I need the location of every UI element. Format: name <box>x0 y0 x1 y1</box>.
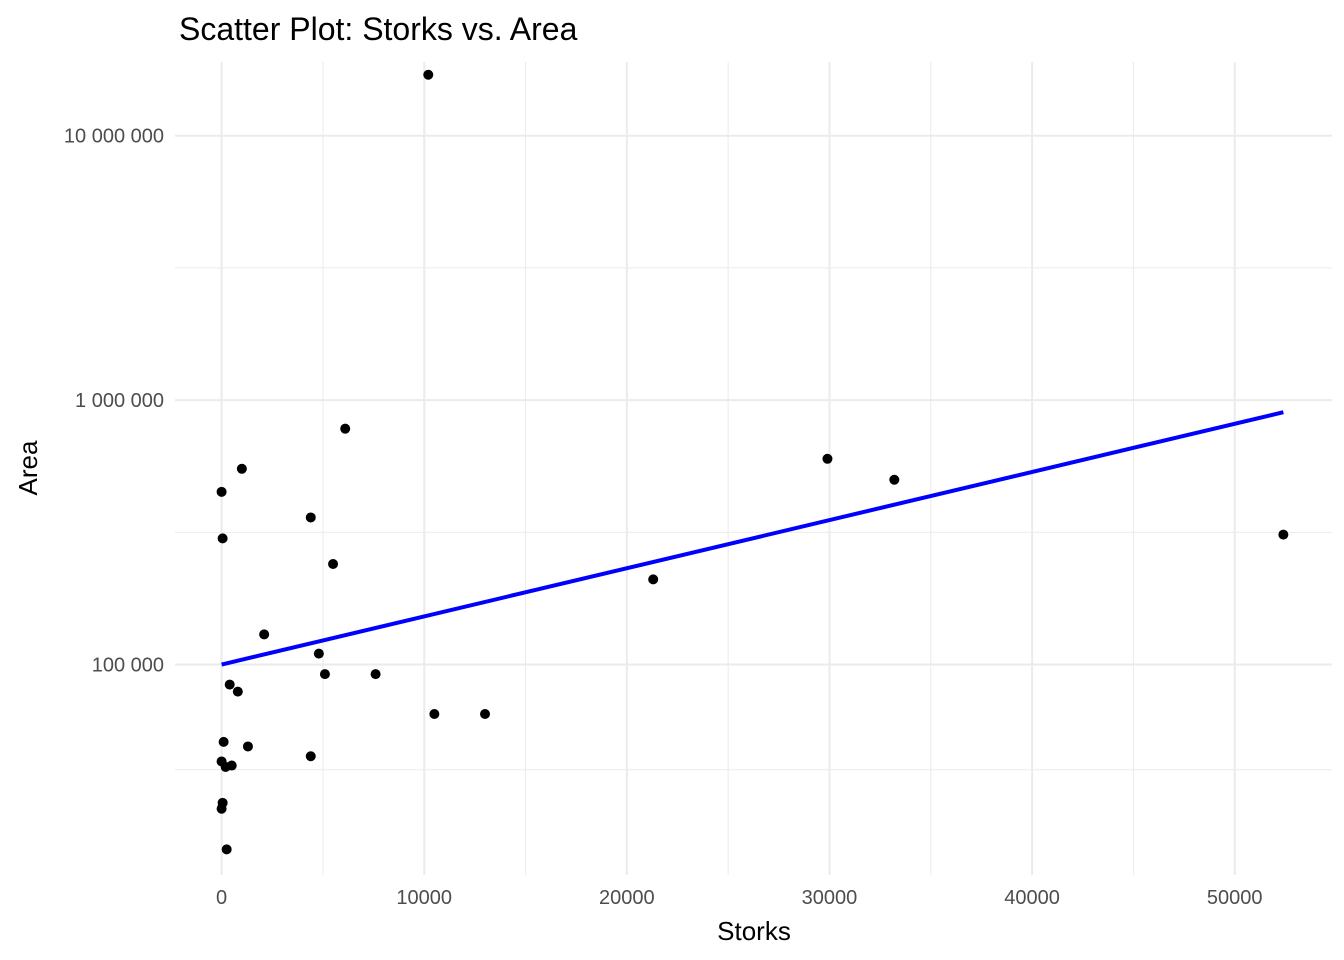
data-point <box>319 669 330 680</box>
x-tick-label: 50000 <box>1207 887 1263 909</box>
x-axis-title: Storks <box>717 916 791 946</box>
data-points <box>216 69 1289 855</box>
x-tick-label: 40000 <box>1004 887 1060 909</box>
data-point <box>313 648 324 659</box>
data-point <box>232 686 243 697</box>
data-point <box>340 423 351 434</box>
y-tick-label: 1 000 000 <box>75 390 164 412</box>
x-tick-label: 10000 <box>396 887 452 909</box>
y-axis-ticks: 100 000 1 000 000 10 000 000 <box>64 126 164 677</box>
data-point <box>221 844 232 855</box>
data-point <box>218 736 229 747</box>
data-point <box>224 679 235 690</box>
data-point <box>242 741 253 752</box>
y-axis-title: Area <box>13 440 43 495</box>
data-point <box>226 760 237 771</box>
data-point <box>305 751 316 762</box>
data-point <box>822 453 833 464</box>
data-point <box>370 669 381 680</box>
data-point <box>648 574 659 585</box>
data-point <box>328 559 339 570</box>
data-point <box>259 629 270 640</box>
y-tick-label: 100 000 <box>92 655 164 677</box>
x-tick-label: 20000 <box>599 887 655 909</box>
data-point <box>423 69 434 80</box>
data-point <box>480 709 491 720</box>
chart-title: Scatter Plot: Storks vs. Area <box>179 11 578 47</box>
y-tick-label: 10 000 000 <box>64 126 164 148</box>
data-point <box>429 709 440 720</box>
data-point <box>217 533 228 544</box>
trend-line <box>221 410 1284 667</box>
data-point <box>1278 529 1289 540</box>
trend-line-layer <box>221 410 1284 667</box>
x-tick-label: 0 <box>216 887 227 909</box>
data-point <box>889 474 900 485</box>
data-point <box>216 803 227 814</box>
grid <box>175 62 1332 875</box>
data-point <box>236 463 247 474</box>
data-point <box>216 486 227 497</box>
x-axis-ticks: 0 10000 20000 30000 40000 50000 <box>216 887 1263 909</box>
x-tick-label: 30000 <box>802 887 858 909</box>
data-point <box>305 512 316 523</box>
